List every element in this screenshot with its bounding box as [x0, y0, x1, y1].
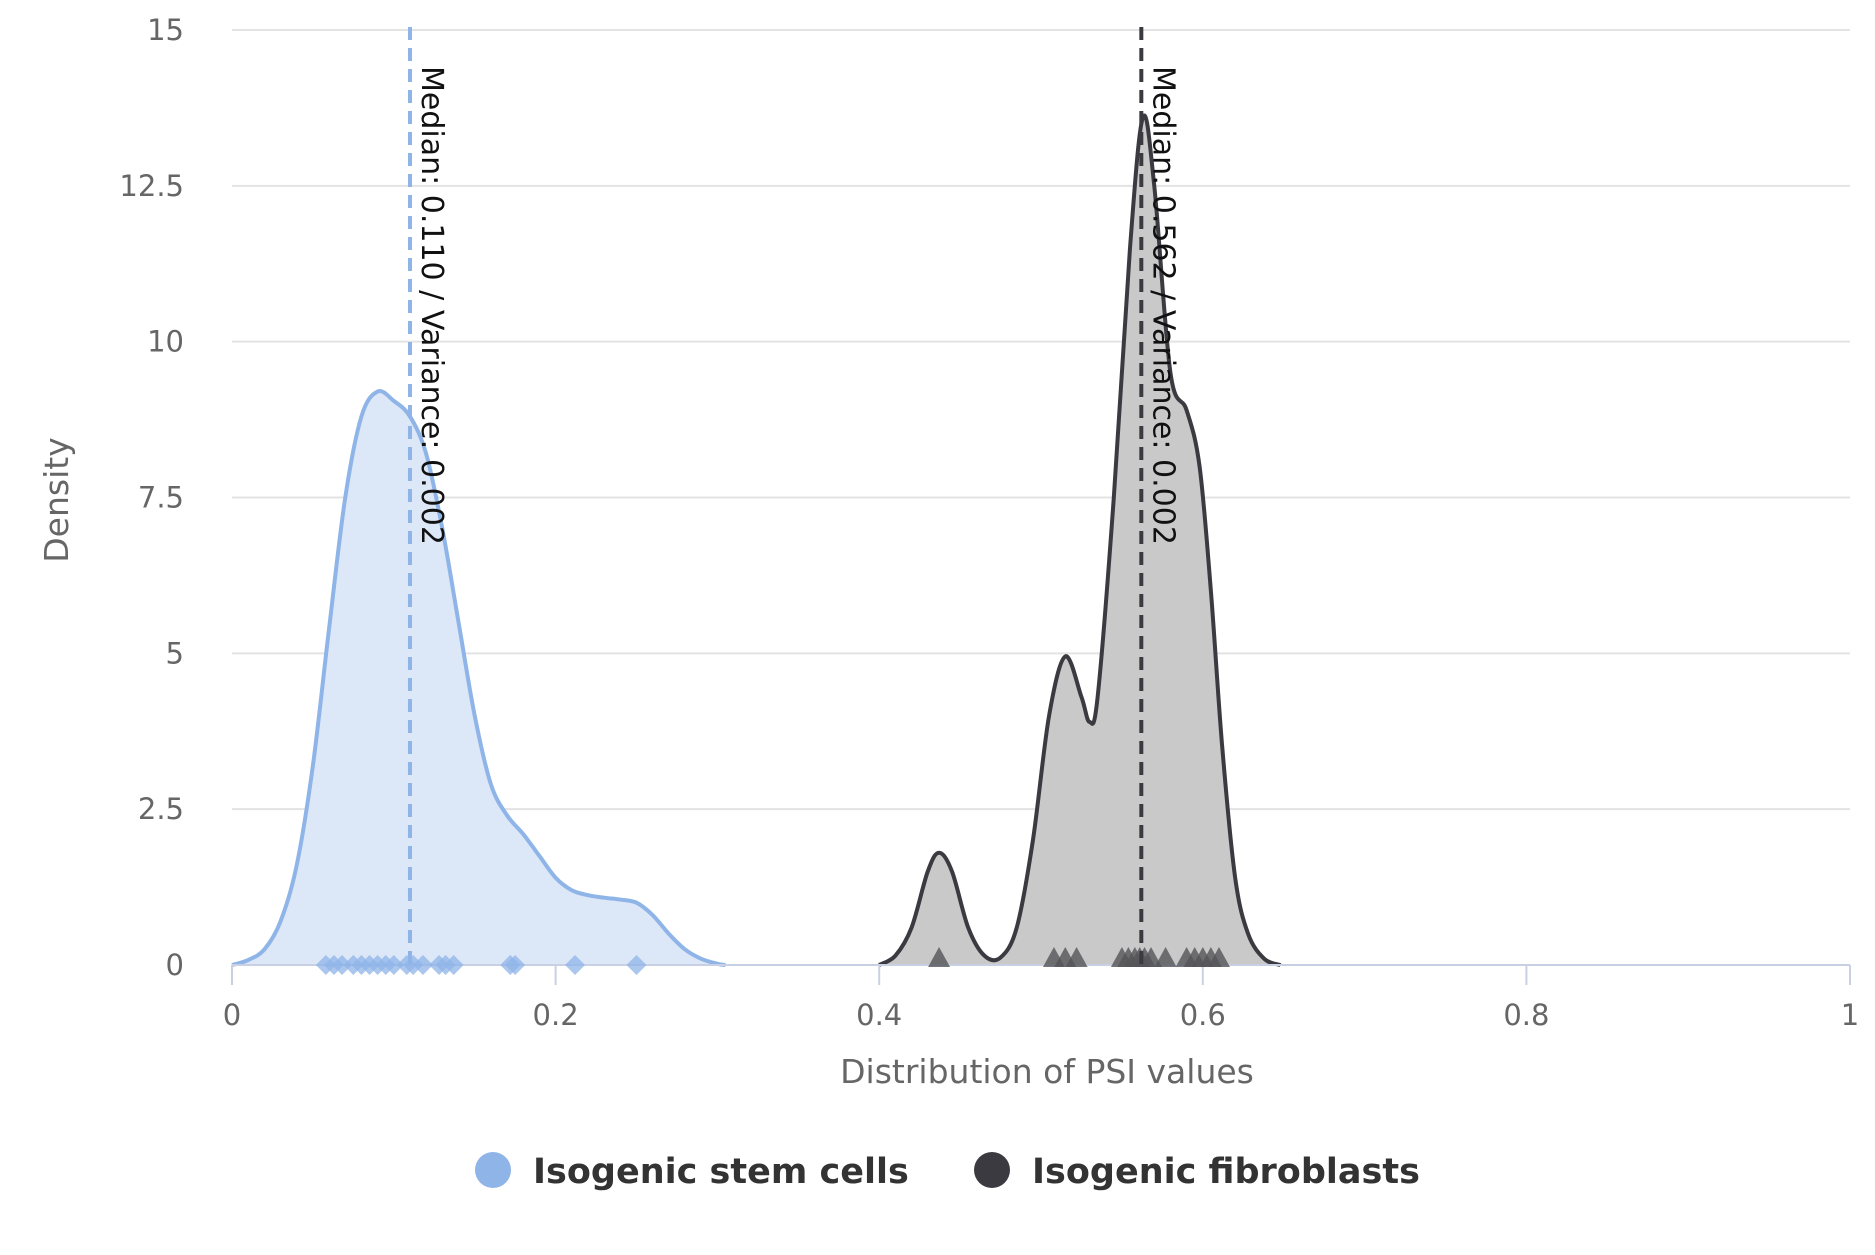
y-tick-label: 15: [147, 13, 184, 47]
x-tick-label: 0.6: [1180, 998, 1226, 1032]
legend-swatch: [475, 1152, 511, 1188]
density-line-stem-cells: [231, 389, 726, 967]
data-point-triangle[interactable]: [1065, 947, 1088, 967]
y-tick-label: 7.5: [138, 481, 184, 515]
y-tick-label: 2.5: [138, 792, 184, 826]
grid-lines: [232, 29, 1850, 811]
x-tick-label: 0.2: [533, 998, 579, 1032]
density-area-stem-cells: [232, 391, 726, 965]
legend-swatch: [974, 1152, 1010, 1188]
data-point-triangle[interactable]: [1207, 947, 1230, 967]
data-point-diamond[interactable]: [505, 955, 526, 975]
x-tick-label: 0.4: [856, 998, 902, 1032]
data-point-diamond[interactable]: [383, 955, 404, 975]
legend: Isogenic stem cells Isogenic fibroblasts: [475, 1152, 1420, 1192]
density-area-fibroblasts: [879, 115, 1281, 965]
data-point-triangle[interactable]: [1140, 947, 1163, 967]
x-axis-title: Distribution of PSI values: [840, 1052, 1254, 1091]
data-point-diamond[interactable]: [626, 955, 647, 975]
y-tick-label: 12.5: [119, 169, 184, 203]
legend-item-stem-cells[interactable]: Isogenic stem cells: [475, 1152, 909, 1192]
legend-label: Isogenic stem cells: [533, 1152, 909, 1192]
median-label: Median: 0.110 / Variance: 0.002: [414, 66, 449, 545]
data-point-triangle[interactable]: [1154, 947, 1177, 967]
y-axis-title: Density: [37, 437, 76, 562]
legend-item-fibroblasts[interactable]: Isogenic fibroblasts: [974, 1152, 1420, 1192]
y-tick-label: 10: [147, 325, 184, 359]
x-tick-label: 0.8: [1503, 998, 1549, 1032]
legend-label: Isogenic fibroblasts: [1032, 1152, 1420, 1192]
x-tick-label: 0: [223, 998, 241, 1032]
density-line-fibroblasts: [878, 113, 1282, 967]
median-lines: Median: 0.110 / Variance: 0.002 Median: 0…: [407, 27, 1180, 965]
y-tick-label: 0: [166, 948, 184, 982]
data-point-diamond[interactable]: [412, 955, 433, 975]
data-point-markers: [315, 947, 1230, 975]
data-point-diamond[interactable]: [332, 955, 353, 975]
y-tick-label: 5: [166, 636, 184, 670]
data-point-diamond[interactable]: [443, 955, 464, 975]
data-point-diamond[interactable]: [565, 955, 586, 975]
data-point-triangle[interactable]: [928, 947, 951, 967]
median-label: Median: 0.562 / Variance: 0.002: [1145, 66, 1180, 545]
density-areas: [231, 113, 1282, 967]
x-tick-label: 1: [1841, 998, 1859, 1032]
